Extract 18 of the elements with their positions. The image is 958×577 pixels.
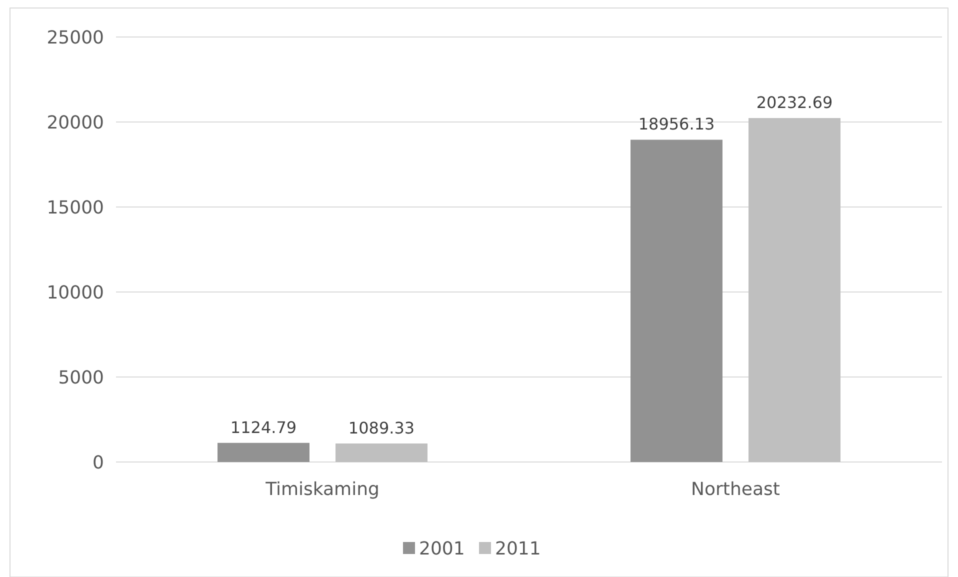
y-tick-label: 15000: [46, 197, 104, 218]
y-tick-label: 10000: [46, 282, 104, 304]
data-label: 1089.33: [348, 418, 415, 438]
legend-label: 2001: [419, 538, 465, 560]
y-tick-label: 25000: [46, 27, 104, 48]
x-tick-label: Timiskaming: [264, 479, 380, 500]
bar: [336, 443, 428, 462]
data-label: 20232.69: [756, 93, 833, 112]
y-tick-label: 20000: [46, 112, 104, 134]
y-tick-label: 5000: [58, 367, 104, 388]
data-label: 18956.13: [638, 114, 715, 134]
bar: [218, 442, 310, 462]
bar: [748, 118, 840, 462]
x-tick-label: Northeast: [691, 479, 780, 500]
data-label: 1124.79: [230, 418, 297, 437]
legend-label: 2011: [495, 538, 541, 560]
y-tick-label: 0: [92, 452, 104, 474]
bar: [630, 140, 722, 462]
